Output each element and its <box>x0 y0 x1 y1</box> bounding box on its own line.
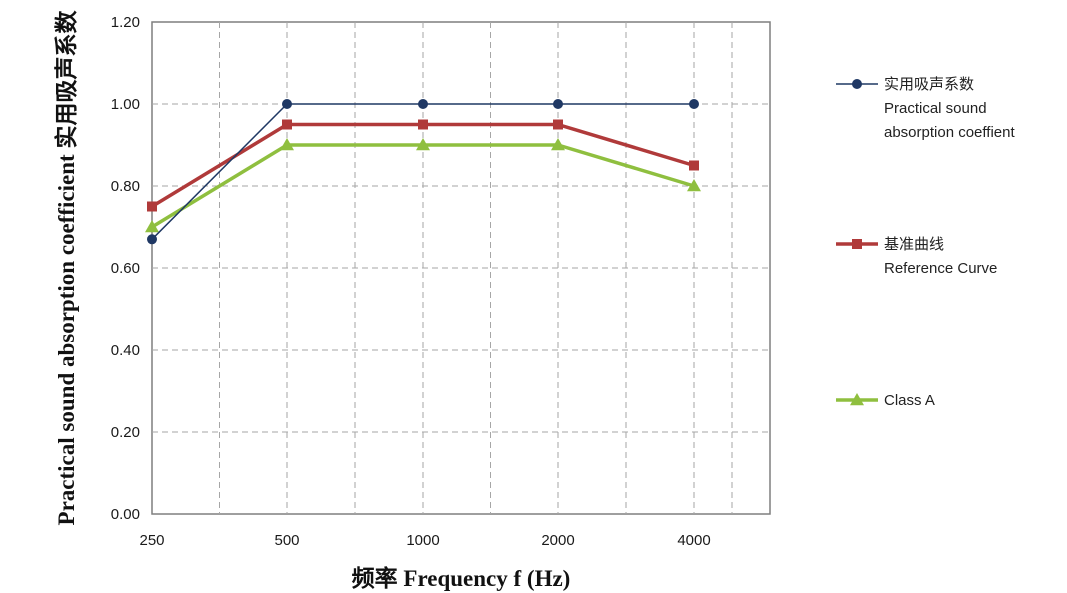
series-layer <box>145 99 701 245</box>
data-point <box>551 138 565 151</box>
x-tick-label: 500 <box>274 532 299 549</box>
x-axis-title: 频率 Frequency f (Hz) <box>352 565 571 591</box>
data-point <box>553 99 563 109</box>
legend-entry: 实用吸声系数 Practical sound absorption coeffien… <box>836 75 1015 141</box>
data-point <box>416 138 430 151</box>
legend-label: Class A <box>884 392 935 409</box>
legend-label: absorption coeffient <box>884 124 1015 141</box>
y-tick-label: 0.80 <box>111 178 140 195</box>
data-point <box>553 119 563 130</box>
y-tick-label: 0.60 <box>111 260 140 277</box>
tick-layer: 0.00 0.20 0.40 0.60 0.80 1.00 1.20 250 500 1000 20… <box>111 14 711 549</box>
y-axis-title: Practical sound absorption coefficient 实… <box>53 10 79 526</box>
y-tick-label: 0.40 <box>111 342 140 359</box>
data-point <box>282 99 292 109</box>
legend: 实用吸声系数 Practical sound absorption coeffien… <box>836 75 1015 409</box>
data-point <box>418 119 428 130</box>
legend-swatch-marker <box>852 79 862 89</box>
series-0 <box>147 99 699 245</box>
x-tick-label: 2000 <box>541 532 574 549</box>
legend-label: Reference Curve <box>884 260 997 277</box>
series-2 <box>145 138 701 233</box>
data-point <box>687 179 701 192</box>
x-tick-label: 4000 <box>677 532 710 549</box>
legend-label: Practical sound <box>884 100 987 117</box>
data-point <box>418 99 428 109</box>
y-tick-label: 1.00 <box>111 96 140 113</box>
y-tick-label: 0.20 <box>111 424 140 441</box>
data-point <box>689 160 699 171</box>
legend-entry: 基准曲线 Reference Curve <box>836 236 997 277</box>
y-tick-label: 0.00 <box>111 506 140 523</box>
legend-label: 基准曲线 <box>884 236 944 253</box>
y-tick-label: 1.20 <box>111 14 140 31</box>
legend-label: 实用吸声系数 <box>884 75 974 93</box>
data-point <box>145 220 159 233</box>
x-tick-label: 1000 <box>406 532 439 549</box>
x-tick-label: 250 <box>139 532 164 549</box>
data-point <box>280 138 294 151</box>
data-point <box>689 99 699 109</box>
legend-entry: Class A <box>836 392 935 409</box>
legend-swatch-marker <box>852 239 862 249</box>
legend-swatch-marker <box>850 393 864 406</box>
data-point <box>147 201 157 212</box>
data-point <box>282 119 292 130</box>
series-1 <box>147 119 699 212</box>
data-point <box>147 234 157 245</box>
